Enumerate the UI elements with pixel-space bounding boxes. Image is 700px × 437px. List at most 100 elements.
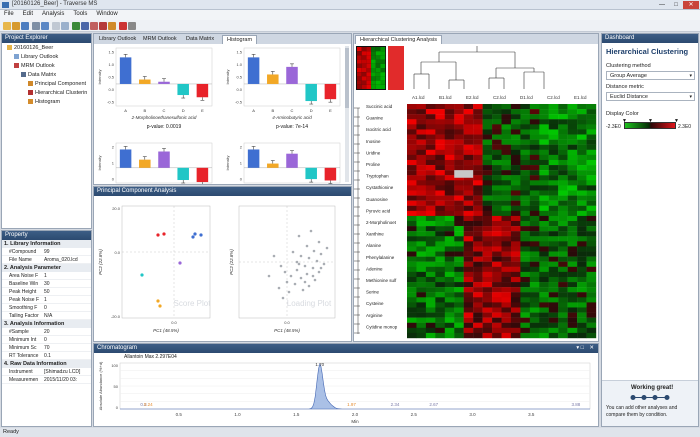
heatmap-cell[interactable] — [482, 307, 493, 313]
heatmap-cell[interactable] — [435, 129, 445, 135]
loading-point[interactable] — [299, 254, 303, 258]
heatmap-cell[interactable] — [473, 175, 483, 181]
heatmap-cell[interactable] — [558, 114, 568, 120]
heatmap-cell[interactable] — [529, 159, 540, 166]
heatmap-cell[interactable] — [473, 210, 483, 217]
compound-label[interactable]: Guanosine — [366, 197, 388, 202]
property-row[interactable]: #Compound 99 — [2, 248, 91, 256]
heatmap-cell[interactable] — [548, 149, 559, 156]
heatmap-cell[interactable] — [416, 165, 427, 171]
heatmap-cell[interactable] — [425, 317, 436, 323]
heatmap-cell[interactable] — [482, 266, 493, 273]
loading-point[interactable] — [305, 272, 309, 276]
heatmap-cell[interactable] — [586, 215, 597, 222]
heatmap-cell[interactable] — [567, 195, 578, 201]
heatmap-cell[interactable] — [416, 287, 427, 293]
heatmap-cell[interactable] — [586, 317, 597, 323]
heatmap-cell[interactable] — [577, 261, 587, 267]
menu-analysis[interactable]: Analysis — [42, 11, 65, 17]
heatmap-cell[interactable] — [586, 302, 597, 308]
heatmap-cell[interactable] — [435, 287, 445, 293]
heatmap-cell[interactable] — [492, 134, 502, 140]
heatmap-cell[interactable] — [435, 185, 445, 191]
heatmap-cell[interactable] — [529, 241, 540, 247]
heatmap-cell[interactable] — [416, 170, 427, 176]
color-max-handle[interactable]: ▼ — [674, 118, 679, 124]
loading-point[interactable] — [322, 262, 326, 266]
heatmap-cell[interactable] — [482, 210, 493, 217]
heatmap-cell[interactable] — [501, 175, 512, 181]
heatmap-cell[interactable] — [520, 322, 531, 329]
heatmap-cell[interactable] — [501, 139, 512, 145]
heatmap-cell[interactable] — [407, 246, 417, 252]
menu-edit[interactable]: Edit — [22, 11, 34, 17]
loading-point[interactable] — [319, 252, 323, 256]
heatmap-cell[interactable] — [463, 210, 474, 217]
heatmap-cell[interactable] — [435, 175, 445, 181]
heatmap-cell[interactable] — [416, 297, 427, 303]
heatmap-cell[interactable] — [567, 210, 578, 217]
heatmap-cell[interactable] — [463, 276, 474, 283]
heatmap-cell[interactable] — [510, 332, 521, 339]
heatmap-cell[interactable] — [548, 190, 559, 196]
heatmap-cell[interactable] — [463, 327, 474, 334]
heatmap-cell[interactable] — [558, 292, 568, 298]
bar[interactable] — [247, 57, 260, 84]
heatmap-cell[interactable] — [425, 104, 436, 110]
menu-file[interactable]: File — [4, 11, 14, 17]
heatmap-cell[interactable] — [473, 104, 483, 110]
heatmap-cell[interactable] — [416, 104, 427, 110]
heatmap-cell[interactable] — [558, 226, 568, 232]
heatmap-cell[interactable] — [482, 149, 493, 156]
heatmap-cell[interactable] — [586, 282, 597, 288]
heatmap-cell[interactable] — [454, 282, 464, 288]
heatmap-cell[interactable] — [407, 302, 417, 308]
heatmap-cell[interactable] — [548, 221, 559, 227]
heatmap-cell[interactable] — [473, 251, 483, 257]
heatmap-cell[interactable] — [454, 139, 464, 145]
heatmap-cell[interactable] — [520, 271, 531, 278]
heatmap-cell[interactable] — [510, 185, 521, 191]
heatmap-cell[interactable] — [558, 144, 568, 150]
heatmap-cell[interactable] — [586, 154, 597, 161]
close-icon[interactable]: ✕ — [589, 345, 594, 351]
heatmap-cell[interactable] — [501, 119, 512, 125]
heatmap-cell[interactable] — [463, 215, 474, 222]
score-point[interactable] — [158, 304, 162, 308]
loading-point[interactable] — [315, 259, 319, 263]
heatmap-cell[interactable] — [586, 327, 597, 334]
heatmap-cell[interactable] — [454, 307, 464, 313]
loading-point[interactable] — [279, 264, 283, 268]
heatmap-cell[interactable] — [501, 154, 512, 161]
compound-label[interactable]: Tryptophan — [366, 174, 389, 179]
heatmap-cell[interactable] — [454, 180, 464, 186]
heatmap-cell[interactable] — [548, 261, 559, 267]
heatmap-cell[interactable] — [501, 236, 512, 242]
heatmap-cell[interactable] — [510, 154, 521, 161]
heatmap-cell[interactable] — [539, 170, 549, 176]
heatmap-cell[interactable] — [425, 190, 436, 196]
heatmap-cell[interactable] — [510, 312, 521, 318]
compound-label[interactable]: Xanthine — [366, 232, 384, 237]
heatmap-cell[interactable] — [435, 109, 445, 115]
heatmap-cell[interactable] — [435, 124, 445, 130]
heatmap-cell[interactable] — [482, 195, 493, 201]
menu-tools[interactable]: Tools — [73, 11, 88, 17]
heatmap-cell[interactable] — [520, 312, 531, 318]
property-row[interactable]: RT Tolerance 0.1 — [2, 352, 91, 360]
heatmap-cell[interactable] — [520, 144, 531, 150]
heatmap-cell[interactable] — [501, 149, 512, 156]
heatmap-cell[interactable] — [501, 221, 512, 227]
heatmap-cell[interactable] — [520, 246, 531, 252]
bar[interactable] — [158, 81, 170, 84]
heatmap-cell[interactable] — [463, 302, 474, 308]
heatmap-cell[interactable] — [463, 180, 474, 186]
heatmap-cell[interactable] — [539, 134, 549, 140]
heatmap-cell[interactable] — [520, 159, 531, 166]
heatmap-cell[interactable] — [539, 139, 549, 145]
heatmap-cell[interactable] — [444, 332, 455, 339]
heatmap-cell[interactable] — [586, 246, 597, 252]
heatmap-cell[interactable] — [407, 241, 417, 247]
heatmap-cell[interactable] — [492, 114, 502, 120]
heatmap-cell[interactable] — [558, 190, 568, 196]
